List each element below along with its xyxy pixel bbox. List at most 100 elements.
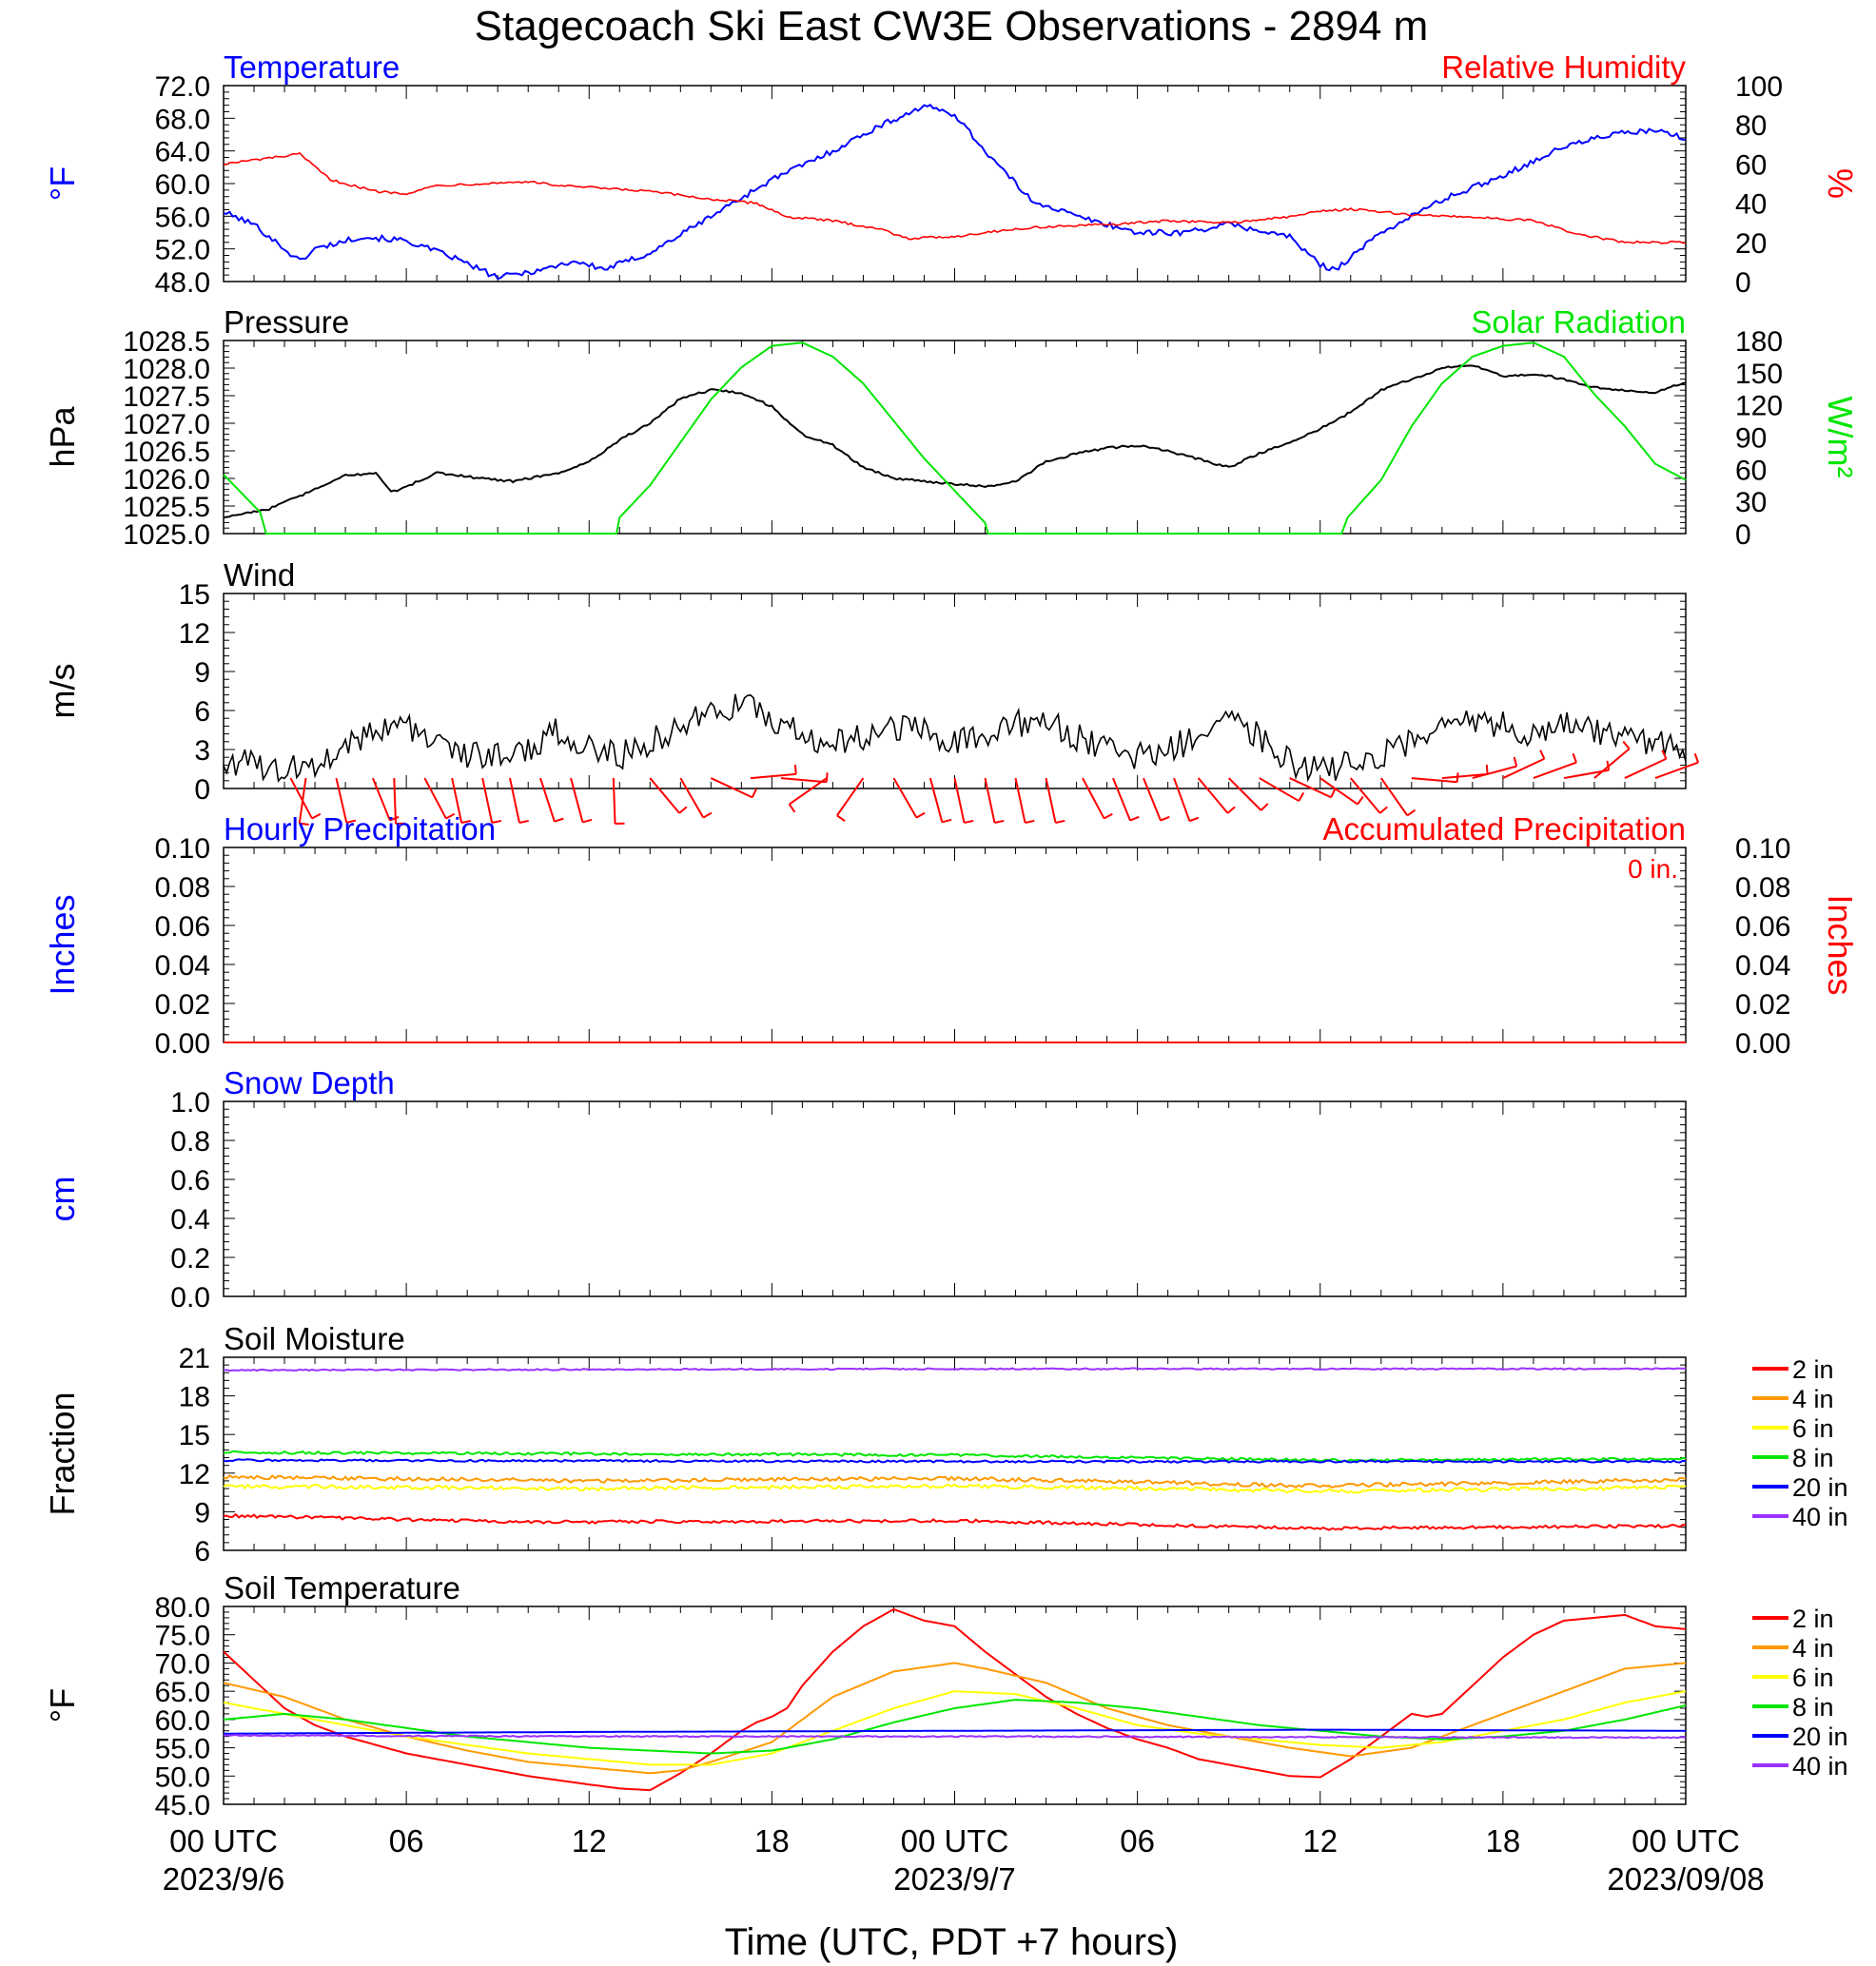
panel-precipitation: 0.00 0.02 0.04 0.06 0.08 0.10 0.00 0.02 0.04 0.06…: [43, 811, 1860, 1060]
wind-barb-staff: [1289, 777, 1332, 799]
series-solar-radiation: [223, 341, 1687, 535]
wind-barb-staff: [1197, 777, 1229, 814]
y-tick-label: 1028.0: [123, 354, 210, 385]
wind-barb-staff: [393, 778, 397, 825]
wind-barb-staff: [509, 777, 520, 824]
wind-barb-flag: [793, 764, 797, 774]
wind-barb: [788, 777, 828, 813]
wind-barb-staff: [1379, 777, 1409, 816]
wind-barb-staff: [539, 777, 556, 823]
wind-barb-staff: [1082, 777, 1105, 819]
series-4-in: [223, 1473, 1687, 1489]
y-tick-label: 9: [194, 1497, 210, 1528]
y-tick-label: 1.0: [170, 1087, 210, 1119]
panel-title-left: Snow Depth: [224, 1065, 395, 1100]
wind-barb: [780, 772, 829, 784]
wind-barb: [1379, 777, 1417, 817]
time-tick-label: 00 UTC: [901, 1823, 1009, 1859]
wind-barb-staff: [298, 777, 307, 824]
wind-barb-flag: [1539, 749, 1546, 760]
series-relative-humidity: [223, 151, 1687, 244]
plot-frame: [223, 847, 1687, 1043]
left-unit-label: Inches: [43, 894, 82, 995]
wind-barb: [1045, 777, 1065, 824]
wind-barb-staff: [1350, 777, 1381, 814]
wind-barb-flag: [1260, 803, 1269, 811]
wind-barb: [1197, 777, 1236, 814]
left-unit-label: m/s: [43, 664, 82, 719]
wind-barb: [1350, 777, 1388, 814]
wind-barb: [612, 778, 625, 826]
left-unit-label: hPa: [43, 405, 82, 467]
y2-tick-label: 20: [1735, 228, 1767, 260]
legend-label: 2 in: [1792, 1355, 1834, 1384]
legend-label: 8 in: [1792, 1444, 1834, 1472]
y-tick-label: 0.08: [155, 872, 210, 904]
wind-barb-staff: [750, 772, 796, 780]
panel-title-left: Hourly Precipitation: [224, 811, 496, 847]
wind-barb: [750, 764, 797, 780]
panel-title-right: Relative Humidity: [1441, 49, 1686, 85]
wind-barb: [371, 777, 400, 822]
y-tick-label: 0.6: [170, 1165, 210, 1197]
panel-snow: 0.0 0.2 0.4 0.6 0.8 1.0 Snow Depth cm: [43, 1065, 1687, 1314]
wind-barb: [423, 777, 456, 820]
y-tick-label: 0.04: [155, 950, 210, 982]
wind-barb-flag: [1513, 756, 1518, 767]
wind-barb-flag: [1025, 819, 1035, 824]
wind-barb-flag: [1226, 806, 1236, 814]
y2-tick-label: 100: [1735, 71, 1783, 103]
wind-barb-staff: [423, 777, 447, 819]
series-20-in: [224, 1728, 1686, 1735]
wind-barb-flag: [518, 819, 529, 824]
wind-barb: [984, 777, 1005, 824]
time-tick-label: 18: [754, 1823, 790, 1859]
series-2-in: [223, 1607, 1687, 1792]
left-unit-label: °F: [43, 166, 82, 201]
wind-barb: [1563, 760, 1611, 780]
wind-barb-flag: [1055, 819, 1065, 824]
y-tick-label: 1027.0: [123, 409, 210, 440]
y-tick-label: 15: [179, 1420, 210, 1451]
right-unit-label: Inches: [1821, 894, 1860, 995]
y-tick-label: 60.0: [155, 169, 210, 201]
wind-barb: [892, 777, 926, 819]
wind-barb-flag: [1357, 795, 1364, 806]
panel-title-left: Soil Moisture: [224, 1321, 405, 1356]
y-tick-label: 60.0: [155, 1705, 210, 1737]
y-tick-label: 65.0: [155, 1677, 210, 1708]
y2-tick-label: 60: [1735, 149, 1767, 181]
wind-barb-flag: [1485, 764, 1489, 774]
y-tick-label: 0.06: [155, 911, 210, 943]
y-tick-label: 0.4: [170, 1204, 210, 1236]
wind-barb-staff: [789, 777, 828, 806]
panel-wind: 0 3 6 9 12 15 Wind m/s: [43, 557, 1700, 826]
y-tick-label: 0.2: [170, 1243, 210, 1275]
legend-label: 40 in: [1792, 1503, 1848, 1531]
y2-tick-label: 30: [1735, 487, 1767, 518]
wind-barb-flag: [678, 806, 688, 814]
wind-barb-staff: [371, 777, 391, 821]
series-2-in: [223, 1512, 1687, 1531]
wind-barb: [1319, 777, 1364, 806]
wind-barb: [451, 777, 472, 824]
y-tick-label: 56.0: [155, 202, 210, 233]
wind-barb-flag: [1378, 806, 1388, 814]
y-tick-label: 3: [194, 735, 210, 767]
wind-barb-flag: [836, 814, 846, 822]
y2-tick-label: 180: [1735, 326, 1783, 358]
y-tick-label: 0.00: [155, 1028, 210, 1060]
time-tick-label: 06: [389, 1823, 424, 1859]
wind-barb-flag: [702, 811, 713, 819]
wind-barb: [570, 777, 593, 824]
y-tick-label: 52.0: [155, 235, 210, 266]
panel-soil_moisture: 6 9 12 15 18 21 Soil Moisture Fraction 2 in4 in6…: [43, 1321, 1848, 1567]
y-tick-label: 50.0: [155, 1762, 210, 1793]
wind-barb-flag: [445, 812, 456, 820]
wind-barb-flag: [915, 811, 926, 819]
y-tick-label: 70.0: [155, 1648, 210, 1680]
wind-barb-flag: [554, 817, 564, 823]
wind-barb-flag: [299, 822, 309, 826]
series-temperature: [223, 103, 1687, 281]
